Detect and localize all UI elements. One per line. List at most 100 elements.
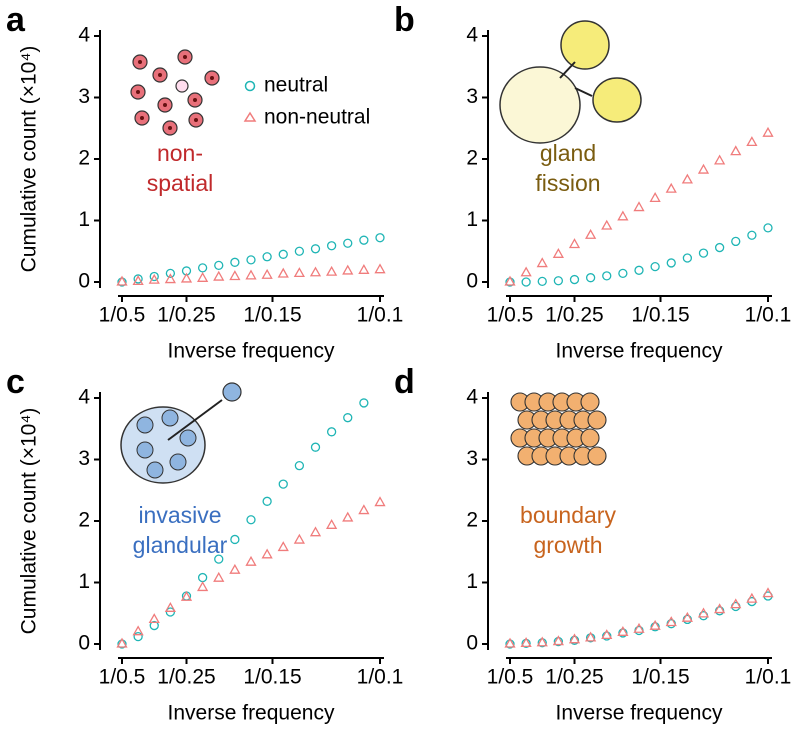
point — [730, 145, 742, 156]
point — [504, 275, 516, 286]
y-tick-label: 4 — [466, 24, 478, 47]
point — [133, 274, 143, 284]
point — [649, 192, 661, 203]
x-axis-label: Inverse frequency — [556, 702, 723, 725]
point — [309, 266, 322, 277]
y-tick-label: 1 — [466, 570, 478, 593]
icon-arrow — [167, 399, 223, 441]
point — [682, 253, 693, 263]
point — [601, 629, 613, 640]
icon-nucleus — [158, 73, 162, 77]
point — [342, 511, 354, 522]
icon-nucleus — [138, 60, 142, 64]
panel: b 0 1 2 3 4 1/0.5 1/0.25 1/0.15 1/0.1 Inverse freq… — [394, 1, 791, 363]
point — [666, 258, 676, 268]
icon-gland — [560, 20, 610, 70]
y-tick-label: 0 — [78, 632, 90, 655]
point — [602, 631, 612, 641]
point — [618, 628, 628, 638]
legend-marker — [243, 111, 257, 122]
y-tick-label: 1 — [466, 208, 478, 231]
point — [148, 273, 160, 284]
point — [553, 276, 564, 286]
point — [165, 607, 176, 617]
y-tick-label: 3 — [466, 447, 478, 470]
point — [326, 241, 337, 251]
x-tick-label: 1/0.25 — [157, 666, 215, 689]
point — [585, 631, 597, 642]
annotation: growth — [533, 532, 602, 558]
point — [343, 413, 353, 423]
y-tick-label: 4 — [78, 24, 90, 47]
point — [149, 620, 159, 631]
point — [294, 246, 305, 256]
annotation: non- — [157, 140, 203, 166]
point — [197, 572, 208, 583]
point — [633, 201, 645, 212]
y-tick-label: 1 — [78, 208, 90, 231]
x-tick-label: 1/0.1 — [357, 666, 404, 689]
x-tick-label: 1/0.25 — [545, 304, 603, 327]
point — [569, 635, 580, 645]
point — [714, 154, 726, 165]
x-tick-label: 1/0.5 — [99, 304, 146, 327]
point — [681, 611, 693, 622]
y-tick-label: 2 — [78, 509, 90, 532]
icon-cell — [136, 441, 154, 459]
icon-cell — [169, 453, 187, 471]
point — [697, 607, 710, 618]
point — [358, 504, 370, 515]
point — [521, 277, 531, 287]
point — [116, 637, 128, 648]
x-tick-label: 1/0.5 — [487, 304, 534, 327]
y-tick-label: 3 — [78, 85, 90, 108]
point — [294, 460, 305, 471]
icon-cell — [580, 428, 600, 448]
point — [278, 479, 288, 489]
point — [310, 244, 321, 254]
point — [262, 252, 272, 262]
y-axis-label: Cumulative count (×10⁴) — [18, 46, 41, 273]
point — [214, 554, 224, 564]
panel-letter: b — [394, 1, 415, 39]
y-tick-label: 2 — [78, 147, 90, 170]
point — [585, 273, 596, 283]
x-tick-label: 1/0.25 — [545, 666, 603, 689]
point — [246, 255, 256, 265]
point — [148, 613, 160, 624]
point — [180, 590, 193, 601]
icon-cell — [136, 416, 154, 434]
point — [197, 263, 208, 273]
point — [375, 233, 385, 243]
y-tick-label: 4 — [466, 386, 478, 409]
point — [762, 587, 774, 598]
y-tick-label: 0 — [466, 270, 478, 293]
legend-label: neutral — [264, 74, 328, 97]
point — [214, 260, 224, 271]
point — [746, 592, 758, 603]
annotation: boundary — [520, 502, 616, 528]
point — [568, 238, 581, 249]
point — [504, 637, 516, 648]
point — [585, 228, 597, 239]
point — [569, 274, 580, 285]
icon-nucleus — [193, 98, 197, 102]
icon-cell — [222, 382, 242, 402]
point — [359, 398, 369, 408]
icon-arrow — [559, 61, 593, 97]
x-tick-label: 1/0.15 — [631, 666, 689, 689]
x-tick-label: 1/0.1 — [745, 304, 792, 327]
point — [617, 210, 629, 221]
annotation: invasive — [138, 502, 221, 528]
point — [552, 635, 564, 646]
panel: a 0 1 2 3 4 1/0.5 1/0.25 1/0.15 1/0.1 Inverse freq… — [6, 1, 403, 363]
x-axis-label: Inverse frequency — [168, 702, 335, 725]
icon-cell — [580, 392, 600, 412]
icon-cell — [146, 461, 164, 479]
annotation: glandular — [133, 532, 228, 558]
icon-nucleus — [168, 126, 172, 130]
icon-cell — [587, 446, 607, 466]
icon-nucleus — [140, 116, 144, 120]
point — [343, 238, 353, 248]
